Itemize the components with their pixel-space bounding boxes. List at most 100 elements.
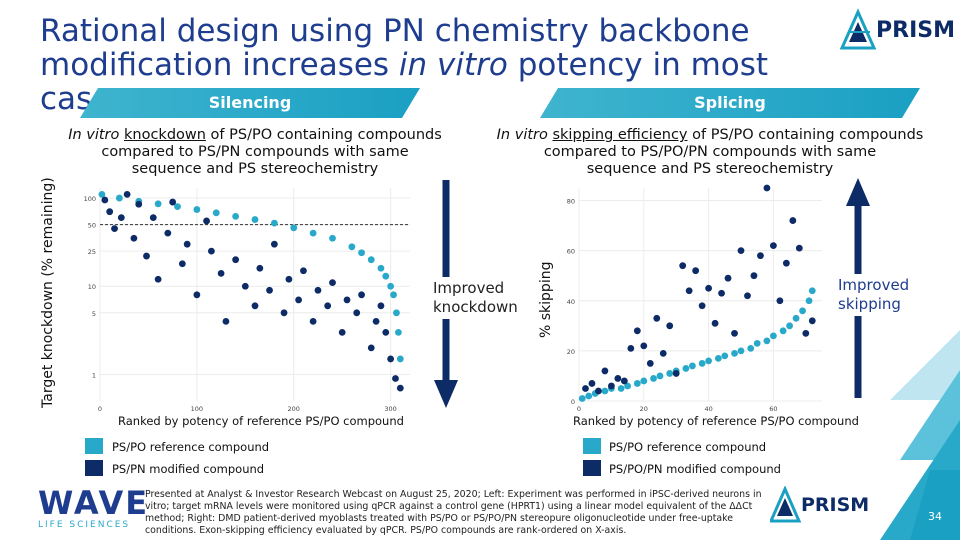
left-y-label: Target knockdown (% remaining) <box>40 177 56 408</box>
modified-point <box>130 234 138 242</box>
reference-point <box>666 370 674 377</box>
reference-point <box>805 297 813 305</box>
silencing-chart: 1 5 10 25 50 100 0 100 200 300 <box>84 188 410 413</box>
y-tick-label: 50 <box>88 222 96 230</box>
modified-point <box>123 190 131 198</box>
modified-point <box>711 319 719 327</box>
modified-point <box>183 240 191 248</box>
banner-splicing: Splicing <box>540 88 920 118</box>
modified-point <box>329 279 336 286</box>
reference-point <box>808 287 816 295</box>
modified-point <box>241 282 249 290</box>
modified-point <box>396 384 404 392</box>
modified-point <box>208 247 215 255</box>
modified-point <box>117 214 125 222</box>
reference-point <box>358 249 365 257</box>
reference-point <box>786 322 793 330</box>
modified-point <box>280 309 288 317</box>
reference-point <box>348 243 356 251</box>
y-tick-label: 80 <box>567 198 575 206</box>
modified-point <box>802 329 810 337</box>
modified-point <box>169 198 177 206</box>
reference-point <box>382 272 390 280</box>
prism-wordmark: PRISM <box>876 18 955 43</box>
modified-point <box>582 385 589 392</box>
modified-point <box>314 286 322 294</box>
reference-point <box>367 256 375 264</box>
modified-point <box>653 314 661 322</box>
left-x-label: Ranked by potency of reference PS/PO com… <box>118 414 404 428</box>
reference-point <box>174 203 181 210</box>
title-line-2: modification increases in vitro potency … <box>40 48 840 116</box>
improved-skipping-line-1: Improved <box>838 276 910 294</box>
reference-point <box>731 349 738 357</box>
title-line-2-em: in vitro <box>398 47 508 83</box>
modified-point <box>203 217 210 225</box>
reference-point <box>154 200 162 208</box>
wave-subtitle: LIFE SCIENCES <box>38 520 131 530</box>
reference-point <box>624 382 631 390</box>
modified-point <box>338 328 346 336</box>
legend-left-1: PS/PO reference compound <box>112 440 270 454</box>
plot-area <box>579 188 822 401</box>
reference-point <box>617 385 625 392</box>
legend-right-2: PS/PO/PN modified compound <box>609 462 781 476</box>
x-tick-label: 100 <box>191 405 203 413</box>
prism-mark-icon <box>839 8 877 50</box>
x-tick-label: 0 <box>577 405 581 413</box>
reference-point <box>737 347 745 355</box>
wave-logo: WAVE LIFE SCIENCES <box>38 486 149 530</box>
y-tick-label: 10 <box>88 283 96 291</box>
modified-point <box>750 272 758 280</box>
right-subhead-em: In vitro <box>496 127 548 143</box>
left-subhead-line-1: In vitro knockdown of PS/PO containing c… <box>55 127 455 144</box>
modified-point <box>588 380 596 387</box>
modified-point <box>372 317 380 325</box>
splicing-chart: 0 20 40 60 80 0 20 40 60 <box>567 184 822 413</box>
reference-point <box>633 380 641 387</box>
modified-point <box>295 296 302 304</box>
modified-point <box>672 370 680 377</box>
reference-point <box>640 377 648 385</box>
reference-point <box>585 392 593 400</box>
modified-point <box>164 229 172 237</box>
reference-point <box>770 332 777 340</box>
title-line-1: Rational design using PN chemistry backb… <box>40 13 750 49</box>
modified-point <box>111 225 118 233</box>
modified-point <box>808 317 816 325</box>
right-subhead-rest: of PS/PO containing compounds <box>687 127 924 143</box>
modified-point <box>392 375 399 382</box>
modified-point <box>789 217 797 224</box>
modified-point <box>620 377 628 385</box>
prism-mark-icon-bottom <box>768 485 802 523</box>
left-subhead-line-2: compared to PS/PN compounds with same <box>101 144 409 160</box>
modified-point <box>782 259 790 267</box>
modified-point <box>763 184 771 192</box>
modified-point <box>377 302 385 310</box>
right-subhead-line-2: compared to PS/PO/PN compounds with same <box>543 144 877 160</box>
legend-left-2: PS/PN modified compound <box>112 462 265 476</box>
modified-point <box>309 317 317 325</box>
modified-point <box>757 252 764 260</box>
modified-point <box>770 242 777 250</box>
modified-point <box>608 382 615 390</box>
reference-point <box>753 339 761 347</box>
modified-point <box>382 328 390 336</box>
prism-wordmark-bottom: PRISM <box>801 494 870 516</box>
modified-point <box>266 286 273 294</box>
x-tick-label: 40 <box>704 405 712 413</box>
modified-point <box>776 297 784 305</box>
reference-point <box>394 328 402 336</box>
reference-point <box>656 372 664 380</box>
reference-point <box>212 209 220 217</box>
modified-point <box>285 275 293 283</box>
improved-skipping-label: Improved skipping <box>838 274 910 316</box>
y-tick-label: 0 <box>571 398 575 406</box>
improved-knockdown-line-2: knockdown <box>433 298 518 316</box>
reference-point <box>779 327 787 335</box>
footer-note: Presented at Analyst & Investor Research… <box>145 489 762 536</box>
x-tick-label: 300 <box>384 405 396 413</box>
reference-point <box>682 365 690 372</box>
reference-point <box>390 291 397 299</box>
reference-point <box>393 309 400 317</box>
